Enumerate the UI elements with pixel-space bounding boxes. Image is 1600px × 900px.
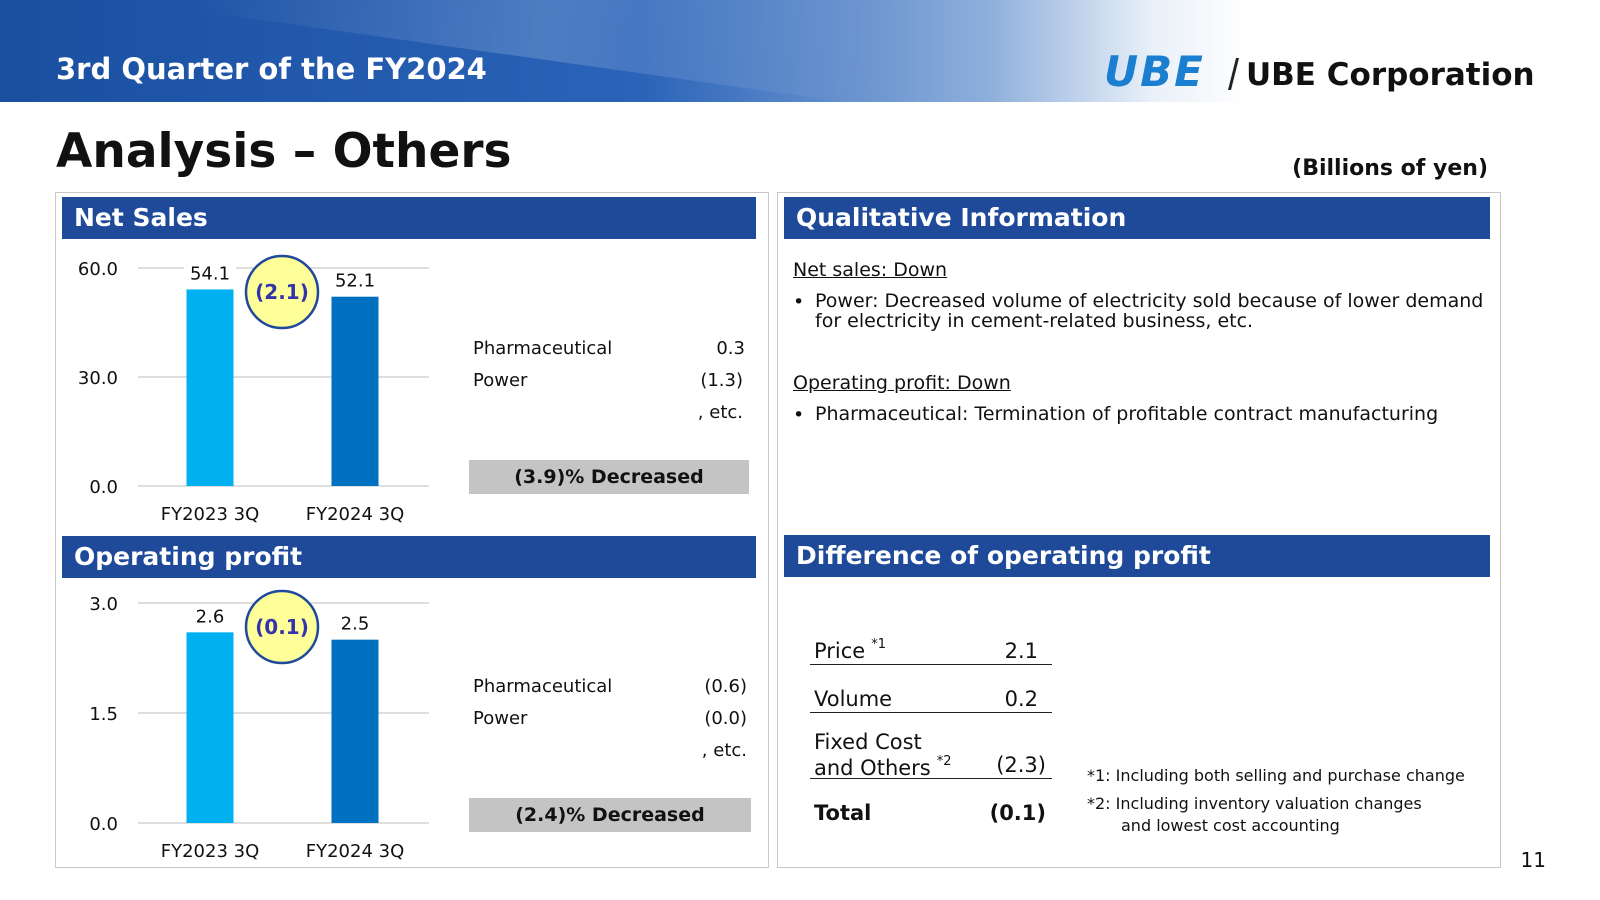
diff-label: Volume	[814, 687, 893, 711]
y-tick-label: 3.0	[89, 594, 118, 615]
left-panel	[55, 192, 769, 868]
company-logo-text: UBE Corporation	[1246, 57, 1535, 93]
difference-value: (2.1)	[255, 280, 309, 304]
company-logo-mark: UBE	[1104, 47, 1205, 96]
diff-total-value: (0.1)	[989, 801, 1046, 825]
diff-row-price: Price *1 2.1	[810, 637, 1052, 665]
bullet-icon: •	[793, 404, 805, 426]
x-tick-label: FY2023 3Q	[161, 841, 260, 862]
value-label-bg	[184, 261, 236, 284]
breakdown-row: Pharmaceutical (0.6)	[473, 676, 753, 702]
operating-profit-heading: Operating profit	[62, 536, 756, 578]
difference-bubble	[244, 254, 320, 330]
bullet-text: Pharmaceutical: Termination of profitabl…	[815, 403, 1439, 425]
page-title: Analysis – Others	[56, 124, 512, 179]
value-label-bg	[329, 611, 381, 634]
footnote-1: *1: Including both selling and purchase …	[1087, 766, 1465, 785]
right-panel	[777, 192, 1501, 868]
diff-total-label: Total	[814, 801, 872, 825]
footnote-marker: *1	[871, 637, 887, 652]
y-tick-label: 1.5	[89, 704, 118, 725]
net-sales-heading: Net Sales	[62, 197, 756, 239]
breakdown-label: Pharmaceutical	[473, 676, 613, 697]
breakdown-value: (0.6)	[704, 676, 747, 697]
header-decoration	[195, 0, 905, 102]
breakdown-value: 0.3	[716, 338, 745, 359]
breakdown-row: Pharmaceutical 0.3	[473, 338, 753, 364]
data-label: 2.6	[196, 606, 225, 627]
breakdown-etc-text: , etc.	[697, 402, 743, 423]
footnote-marker: *2	[936, 754, 952, 769]
bullet-icon: •	[793, 291, 805, 313]
diff-label-line1: Fixed Cost	[814, 730, 922, 754]
qualitative-sales-head: Net sales: Down	[793, 259, 948, 281]
net-sales-change-note: (3.9)% Decreased	[469, 460, 749, 494]
difference-heading: Difference of operating profit	[784, 535, 1490, 577]
header-title: 3rd Quarter of the FY2024	[56, 52, 487, 86]
operating-profit-change-note: (2.4)% Decreased	[469, 798, 751, 832]
net-sales-chart: 0.0 30.0 60.0 54.1 FY2023 3Q 52.1 FY2024 3Q (2.…	[78, 254, 429, 525]
y-tick-label: 60.0	[78, 259, 118, 280]
diff-row-volume: Volume 0.2	[810, 685, 1052, 713]
diff-label-text: Price	[814, 639, 866, 663]
data-label: 52.1	[335, 271, 375, 292]
value-label-bg	[184, 604, 236, 627]
qualitative-profit: Operating profit: Down • Pharmaceutical:…	[793, 372, 1493, 452]
breakdown-value: (1.3)	[700, 370, 743, 391]
value-label-bg	[329, 268, 381, 291]
x-tick-label: FY2024 3Q	[306, 504, 405, 525]
header-band	[0, 0, 1600, 102]
diff-row-fixed-cost: Fixed Cost and Others *2 (2.3)	[810, 727, 1052, 780]
operating-profit-chart: 0.0 1.5 3.0 2.6 FY2023 3Q 2.5 FY2024 3Q (0.1)	[89, 589, 429, 862]
bullet-text: Power: Decreased volume of electricity s…	[815, 290, 1484, 332]
diff-value: (2.3)	[996, 753, 1046, 777]
breakdown-etc-text: , etc.	[701, 740, 747, 761]
breakdown-row: Power (1.3)	[473, 370, 753, 396]
unit-note: (Billions of yen)	[1292, 156, 1488, 181]
diff-value: 0.2	[1004, 687, 1038, 711]
breakdown-etc: , etc.	[473, 402, 753, 428]
diff-value: 2.1	[1004, 639, 1038, 663]
breakdown-value: (0.0)	[704, 708, 747, 729]
breakdown-etc: , etc.	[473, 740, 753, 766]
qualitative-profit-head: Operating profit: Down	[793, 372, 1011, 394]
bar	[331, 639, 379, 823]
breakdown-label: Pharmaceutical	[473, 338, 613, 359]
diff-label: Fixed Cost and Others *2	[814, 729, 952, 785]
breakdown-label: Power	[473, 370, 528, 391]
footnote-2-cont: and lowest cost accounting	[1121, 816, 1340, 835]
data-label: 54.1	[190, 263, 230, 284]
qualitative-sales: Net sales: Down • Power: Decreased volum…	[793, 259, 1493, 379]
difference-value: (0.1)	[255, 615, 309, 639]
breakdown-label: Power	[473, 708, 528, 729]
diff-label-line2: and Others	[814, 756, 931, 780]
diff-label: Price *1	[814, 637, 887, 663]
y-tick-label: 0.0	[89, 477, 118, 498]
diff-row-total: Total (0.1)	[810, 799, 1052, 827]
x-tick-label: FY2024 3Q	[306, 841, 405, 862]
bar	[186, 289, 234, 486]
y-tick-label: 30.0	[78, 368, 118, 389]
page-number: 11	[1520, 848, 1546, 872]
x-tick-label: FY2023 3Q	[161, 504, 260, 525]
breakdown-row: Power (0.0)	[473, 708, 753, 734]
footnote-2: *2: Including inventory valuation change…	[1087, 794, 1422, 813]
qualitative-heading: Qualitative Information	[784, 197, 1490, 239]
bar	[331, 296, 379, 486]
y-tick-label: 0.0	[89, 814, 118, 835]
data-label: 2.5	[341, 614, 370, 635]
difference-bubble	[244, 589, 320, 665]
bar	[186, 632, 234, 823]
